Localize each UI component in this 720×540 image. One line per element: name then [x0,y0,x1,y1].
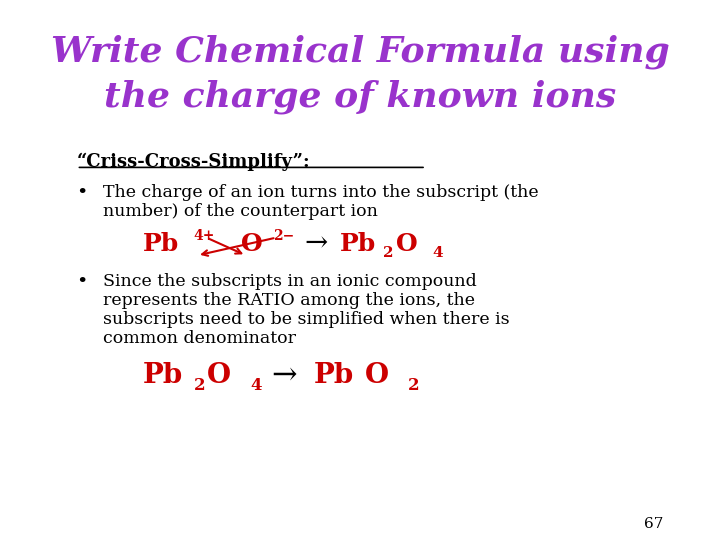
Text: 2: 2 [408,376,419,394]
Text: 67: 67 [644,517,663,531]
Text: common denominator: common denominator [103,330,296,347]
Text: →: → [271,360,297,391]
Text: subscripts need to be simplified when there is: subscripts need to be simplified when th… [103,311,510,328]
Text: Pb: Pb [341,232,377,256]
Text: 2−: 2− [273,229,294,243]
Text: Pb: Pb [314,362,354,389]
Text: Pb: Pb [143,232,179,256]
Text: “Criss-Cross-Simplify”:: “Criss-Cross-Simplify”: [76,153,310,171]
Text: 2: 2 [383,246,394,260]
Text: •: • [76,273,88,291]
Text: O: O [241,232,263,256]
Text: 4: 4 [251,376,262,394]
Text: Since the subscripts in an ionic compound: Since the subscripts in an ionic compoun… [103,273,477,291]
Text: 2: 2 [194,376,205,394]
Text: O: O [365,362,390,389]
Text: •: • [76,184,88,202]
Text: represents the RATIO among the ions, the: represents the RATIO among the ions, the [103,292,475,309]
Text: The charge of an ion turns into the subscript (the: The charge of an ion turns into the subs… [103,184,539,201]
Text: O: O [396,232,418,256]
Text: 4+: 4+ [193,229,215,243]
Text: →: → [304,231,327,258]
Text: Pb: Pb [143,362,183,389]
Text: the charge of known ions: the charge of known ions [104,80,616,114]
Text: 4: 4 [433,246,443,260]
Text: number) of the counterpart ion: number) of the counterpart ion [103,203,378,220]
Text: Write Chemical Formula using: Write Chemical Formula using [50,34,670,69]
Text: O: O [207,362,231,389]
